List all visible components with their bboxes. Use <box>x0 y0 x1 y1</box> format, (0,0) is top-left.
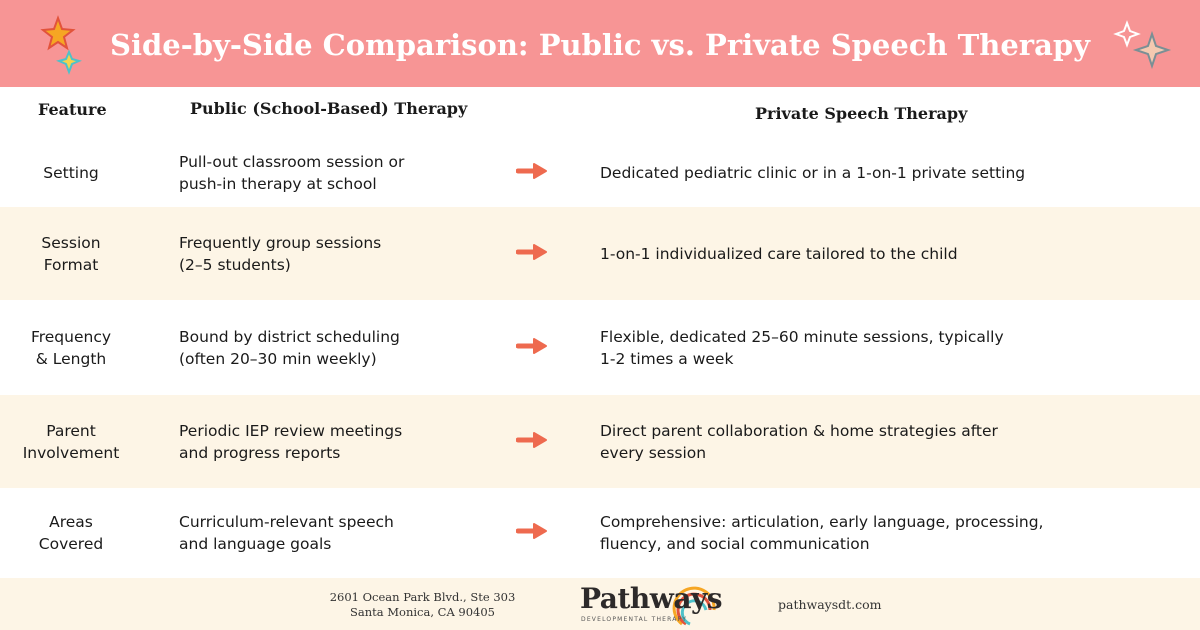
address: 2601 Ocean Park Blvd., Ste 303 Santa Mon… <box>300 590 545 620</box>
private-cell: Comprehensive: articulation, early langu… <box>600 511 1043 555</box>
cell-line: Covered <box>38 535 104 553</box>
cell-line: (often 20–30 min weekly) <box>179 349 377 368</box>
sparkle <box>1113 20 1141 48</box>
table-row: Areas Covered Curriculum-relevant speech an… <box>0 488 1200 578</box>
header-band: Side-by-Side Comparison: Public vs. Priv… <box>0 0 1200 87</box>
cell-line: Bound by district scheduling <box>179 327 400 346</box>
table-row: Session Format Frequently group sessions (2… <box>0 207 1200 300</box>
cell-line: every session <box>600 443 707 462</box>
cell-line: Comprehensive: articulation, early langu… <box>600 513 1044 531</box>
star <box>40 15 76 51</box>
feature-cell: Session Format <box>11 232 131 276</box>
cell-line: Frequently group sessions <box>179 233 382 252</box>
cell-line: Frequency <box>30 327 112 346</box>
cell-line: Pull-out classroom session or <box>179 152 405 171</box>
cell-line: fluency, and social communication <box>600 535 870 553</box>
logo: Pathways <box>580 582 723 615</box>
logo-arcs <box>672 586 716 626</box>
cell-line: Flexible, dedicated 25–60 minute session… <box>600 327 1004 346</box>
arrow-icon <box>515 523 547 539</box>
feature-cell: Areas Covered <box>11 511 131 555</box>
arrow <box>515 521 550 545</box>
table-row: Parent Involvement Periodic IEP review mee… <box>0 395 1200 488</box>
feature-cell: Parent Involvement <box>11 420 131 464</box>
arrow <box>515 161 550 185</box>
cell-line: 1-2 times a week <box>600 349 734 368</box>
cell-line: push-in therapy at school <box>179 174 377 193</box>
private-cell: 1-on-1 individualized care tailored to t… <box>600 243 958 265</box>
cell-line: Parent <box>46 421 96 440</box>
cell-line: Involvement <box>22 443 120 462</box>
arrow-icon <box>515 337 547 354</box>
cell-line: Format <box>43 255 99 274</box>
cell-line: Session <box>41 233 101 252</box>
decorations <box>40 15 1172 75</box>
private-cell: Dedicated pediatric clinic or in a 1-on-… <box>600 162 1025 184</box>
cell-line: Dedicated pediatric clinic or in a 1-on-… <box>600 163 1026 182</box>
cell-line: Setting <box>43 163 99 182</box>
arrow <box>515 242 550 266</box>
public-cell: Frequently group sessions (2–5 students) <box>179 232 381 276</box>
arrow <box>515 336 550 360</box>
logo-subtitle: DEVELOPMENTAL THERAPY <box>581 616 688 623</box>
public-cell: Curriculum-relevant speech and language g… <box>179 511 394 555</box>
table-row: Frequency & Length Bound by district sched… <box>0 300 1200 395</box>
column-header: Public (School-Based) Therapy <box>190 99 468 118</box>
cell-line: & Length <box>35 349 107 368</box>
website[interactable]: pathwaysdt.com <box>778 597 882 612</box>
address-line: Santa Monica, CA 90405 <box>349 605 495 619</box>
address-line: 2601 Ocean Park Blvd., Ste 303 <box>329 590 516 604</box>
cell-line: (2–5 students) <box>179 255 291 274</box>
arrow-icon <box>515 162 547 179</box>
feature-cell: Frequency & Length <box>11 326 131 370</box>
star <box>56 49 82 75</box>
private-cell: Flexible, dedicated 25–60 minute session… <box>600 326 1004 370</box>
title: Side-by-Side Comparison: Public vs. Priv… <box>110 28 1090 62</box>
footer: 2601 Ocean Park Blvd., Ste 303 Santa Mon… <box>0 578 1200 630</box>
public-cell: Pull-out classroom session or push-in the… <box>179 151 404 195</box>
cell-line: Periodic IEP review meetings <box>179 421 403 440</box>
column-header: Private Speech Therapy <box>755 104 968 123</box>
column-header: Feature <box>38 100 107 119</box>
cell-line: Direct parent collaboration & home strat… <box>600 421 998 440</box>
cell-line: Areas <box>49 513 93 531</box>
cell-line: 1-on-1 individualized care tailored to t… <box>600 244 958 263</box>
table-row: Setting Pull-out classroom session or push… <box>0 138 1200 207</box>
feature-cell: Setting <box>11 162 131 184</box>
private-cell: Direct parent collaboration & home strat… <box>600 420 998 464</box>
cell-line: Curriculum-relevant speech <box>179 513 394 531</box>
arrow <box>515 430 550 454</box>
sparkle <box>1132 30 1172 70</box>
cell-line: and language goals <box>179 535 332 553</box>
public-cell: Bound by district scheduling (often 20–30… <box>179 326 400 370</box>
arrow-icon <box>515 431 547 448</box>
cell-line: and progress reports <box>179 443 341 462</box>
arrow-icon <box>515 243 547 260</box>
public-cell: Periodic IEP review meetings and progress… <box>179 420 402 464</box>
